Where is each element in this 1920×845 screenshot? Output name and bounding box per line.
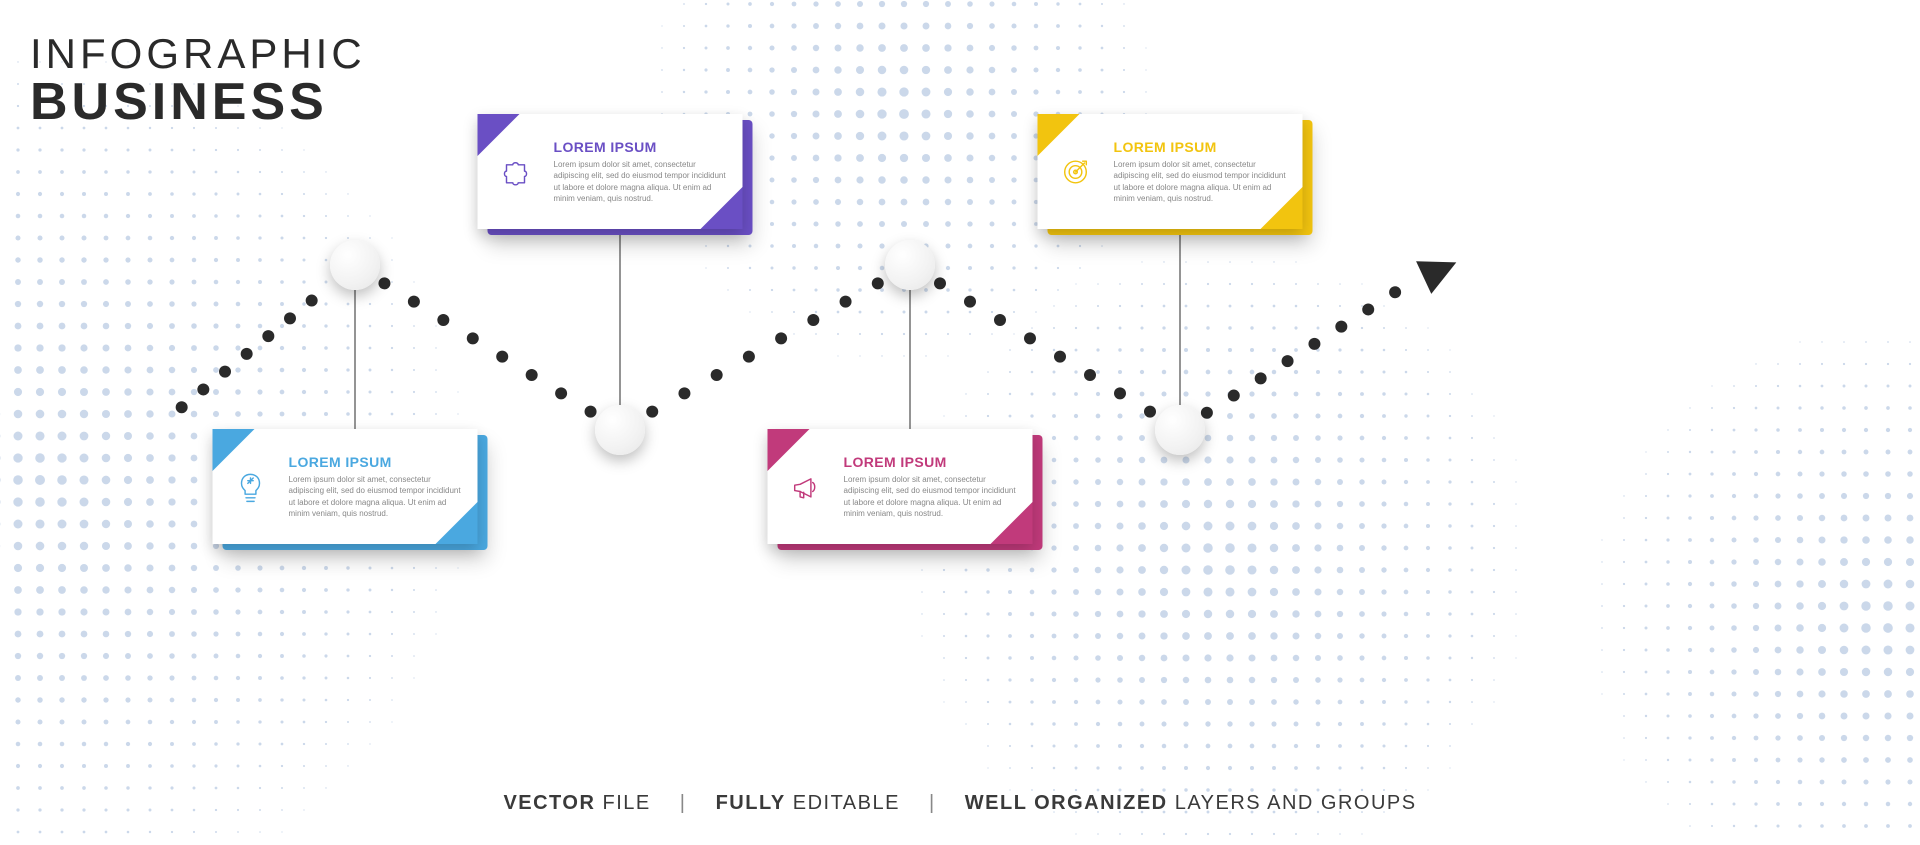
connector-line <box>355 265 356 435</box>
puzzle-icon <box>484 154 548 190</box>
timeline-node <box>885 240 935 290</box>
connector-line <box>1180 235 1181 430</box>
card-title: LOREM IPSUM <box>1114 139 1289 155</box>
connector-line <box>910 265 911 435</box>
timeline-path <box>0 0 1920 845</box>
footer-part-2: EDITABLE <box>793 792 900 814</box>
footer: VECTOR FILE | FULLY EDITABLE | WELL ORGA… <box>0 792 1920 815</box>
megaphone-icon <box>774 469 838 505</box>
connector-line <box>620 235 621 430</box>
footer-separator: | <box>680 792 687 814</box>
card-title: LOREM IPSUM <box>554 139 729 155</box>
card-front: LOREM IPSUMLorem ipsum dolor sit amet, c… <box>1038 114 1303 229</box>
card-title: LOREM IPSUM <box>844 454 1019 470</box>
footer-part-1-bold: VECTOR <box>503 792 595 814</box>
info-card: LOREM IPSUMLorem ipsum dolor sit amet, c… <box>1048 120 1313 235</box>
footer-part-3-bold: WELL ORGANIZED <box>965 792 1168 814</box>
info-card: LOREM IPSUMLorem ipsum dolor sit amet, c… <box>488 120 753 235</box>
lightbulb-icon <box>219 469 283 505</box>
info-card: LOREM IPSUMLorem ipsum dolor sit amet, c… <box>778 435 1043 550</box>
footer-part-2-bold: FULLY <box>716 792 786 814</box>
timeline-node <box>1155 405 1205 455</box>
card-title: LOREM IPSUM <box>289 454 464 470</box>
timeline-node <box>595 405 645 455</box>
footer-separator: | <box>929 792 936 814</box>
info-card: LOREM IPSUMLorem ipsum dolor sit amet, c… <box>223 435 488 550</box>
target-icon <box>1044 154 1108 190</box>
timeline-canvas: LOREM IPSUMLorem ipsum dolor sit amet, c… <box>0 0 1920 845</box>
footer-part-3: LAYERS AND GROUPS <box>1175 792 1417 814</box>
footer-part-1: FILE <box>602 792 650 814</box>
card-front: LOREM IPSUMLorem ipsum dolor sit amet, c… <box>213 429 478 544</box>
timeline-node <box>330 240 380 290</box>
card-front: LOREM IPSUMLorem ipsum dolor sit amet, c… <box>478 114 743 229</box>
card-front: LOREM IPSUMLorem ipsum dolor sit amet, c… <box>768 429 1033 544</box>
